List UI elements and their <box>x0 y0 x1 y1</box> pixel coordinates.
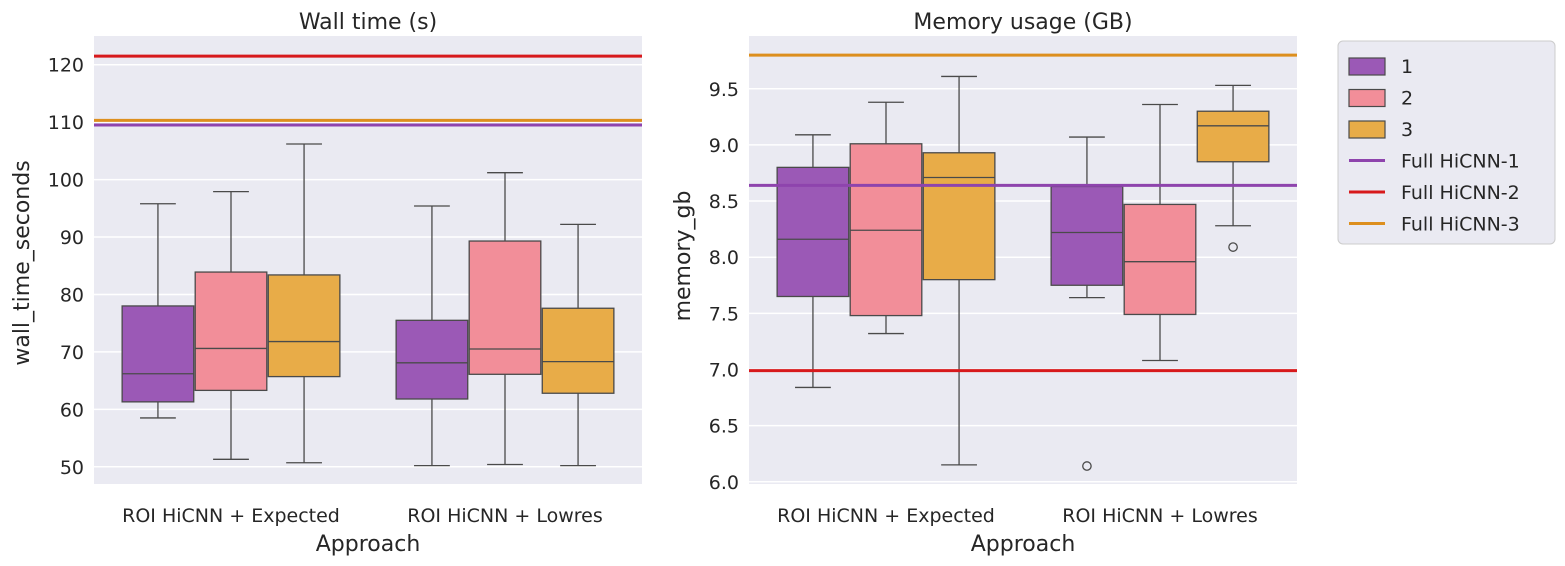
iqr-box <box>1050 185 1124 286</box>
box-1 <box>395 205 469 467</box>
legend-label: 2 <box>1401 88 1413 110</box>
y-tick-label: 90 <box>60 227 84 249</box>
y-tick-label: 70 <box>60 342 84 364</box>
x-tick-label: ROI HiCNN + Lowres <box>1062 505 1257 527</box>
legend-label: Full HiCNN-1 <box>1401 151 1520 173</box>
x-tick-label: ROI HiCNN + Expected <box>122 505 340 527</box>
y-tick-label: 80 <box>60 284 84 306</box>
y-tick-label: 110 <box>48 112 84 134</box>
wall-time-title: Wall time (s) <box>299 10 437 35</box>
iqr-box <box>776 166 850 298</box>
y-tick-label: 7.5 <box>709 303 739 325</box>
box-1 <box>776 134 850 389</box>
y-tick-label: 6.0 <box>709 472 739 494</box>
iqr-box <box>922 152 996 281</box>
x-tick-label: ROI HiCNN + Lowres <box>407 505 602 527</box>
box-3 <box>267 143 341 464</box>
outlier-point <box>1228 242 1238 252</box>
memory-panel: Memory usage (GB) Approach memory_gb 6.0… <box>671 10 1297 557</box>
y-tick-label: 7.0 <box>709 359 739 381</box>
y-tick-label: 8.0 <box>709 247 739 269</box>
legend-swatch <box>1348 57 1386 76</box>
y-tick-label: 6.5 <box>709 416 739 438</box>
y-tick-label: 100 <box>48 170 84 192</box>
y-tick-label: 8.5 <box>709 191 739 213</box>
box-2 <box>194 191 268 460</box>
legend-label: 1 <box>1401 56 1413 78</box>
iqr-box <box>468 240 542 375</box>
outlier-point <box>1082 461 1092 471</box>
box-1 <box>1050 136 1124 471</box>
plot-background <box>94 36 642 484</box>
box-3 <box>922 75 996 466</box>
legend-frame <box>1337 40 1556 245</box>
box-3 <box>1196 84 1270 252</box>
legend-label: Full HiCNN-3 <box>1401 214 1520 236</box>
y-tick-label: 9.0 <box>709 135 739 157</box>
y-tick-label: 120 <box>48 55 84 77</box>
iqr-box <box>541 307 615 394</box>
iqr-box <box>1196 110 1270 163</box>
memory-ylabel: memory_gb <box>671 191 696 322</box>
iqr-box <box>267 274 341 378</box>
y-tick-label: 9.5 <box>709 79 739 101</box>
iqr-box <box>1123 203 1197 316</box>
iqr-box <box>395 319 469 400</box>
memory-title: Memory usage (GB) <box>913 10 1132 35</box>
box-2 <box>468 172 542 466</box>
y-tick-label: 60 <box>60 399 84 421</box>
legend-swatch <box>1348 88 1386 108</box>
box-2 <box>1123 103 1197 362</box>
wall-time-ylabel: wall_time_seconds <box>10 160 35 365</box>
iqr-box <box>121 305 195 403</box>
box-3 <box>541 223 615 467</box>
y-tick-label: 50 <box>60 457 84 479</box>
legend: 1 2 3 Full HiCNN-1 Full HiCNN-2 Full HiCNN-3 <box>1337 40 1556 245</box>
x-tick-label: ROI HiCNN + Expected <box>777 505 995 527</box>
legend-label: 3 <box>1401 119 1413 141</box>
wall-time-panel: Wall time (s) Approach wall_time_seconds… <box>10 10 642 557</box>
legend-swatch <box>1348 120 1386 139</box>
wall-time-xlabel: Approach <box>316 532 421 557</box>
legend-label: Full HiCNN-2 <box>1401 182 1520 204</box>
box-2 <box>849 101 923 335</box>
box-1 <box>121 203 195 419</box>
iqr-box <box>194 271 268 392</box>
memory-xlabel: Approach <box>971 532 1076 557</box>
